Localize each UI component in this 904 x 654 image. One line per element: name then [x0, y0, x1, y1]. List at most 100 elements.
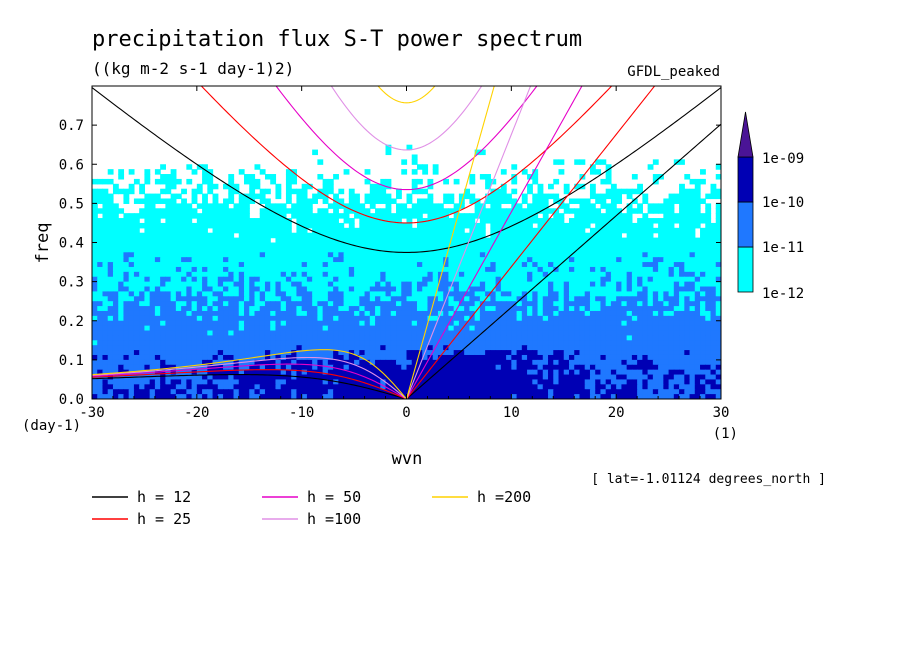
heatmap-cell: [254, 340, 261, 346]
heatmap-cell: [411, 320, 418, 327]
heatmap-cell: [443, 227, 450, 234]
heatmap-cell: [175, 232, 182, 239]
heatmap-cell: [92, 213, 98, 219]
heatmap-cell: [495, 252, 502, 258]
heatmap-cell: [506, 208, 512, 214]
heatmap-cell: [270, 369, 277, 376]
heatmap-cell: [275, 227, 282, 234]
heatmap-cell: [626, 218, 633, 224]
heatmap-cell: [443, 330, 450, 337]
heatmap-cell: [327, 203, 334, 209]
heatmap-cell: [595, 227, 602, 234]
heatmap-cell: [139, 335, 146, 341]
heatmap-cell: [631, 227, 638, 234]
heatmap-cell: [369, 227, 376, 234]
heatmap-cell: [479, 252, 486, 258]
heatmap-cell: [97, 394, 104, 399]
heatmap-cell: [437, 379, 444, 385]
heatmap-cell: [312, 276, 318, 283]
heatmap-cell: [710, 232, 717, 239]
heatmap-cell: [296, 296, 303, 302]
heatmap-cell: [579, 222, 586, 229]
heatmap-cell: [264, 271, 271, 278]
heatmap-cell: [207, 330, 214, 337]
heatmap-cell: [631, 286, 638, 293]
heatmap-cell: [385, 286, 392, 293]
heatmap-cell: [516, 222, 523, 229]
heatmap-cell: [464, 335, 470, 341]
heatmap-cell: [249, 237, 256, 244]
heatmap-cell: [542, 257, 549, 263]
heatmap-cell: [139, 208, 146, 214]
heatmap-cell: [568, 266, 575, 273]
heatmap-cell: [181, 188, 187, 195]
heatmap-cell: [642, 247, 649, 253]
heatmap-cell: [637, 315, 643, 322]
heatmap-cell: [684, 203, 691, 209]
heatmap-cell: [422, 315, 429, 322]
heatmap-cell: [663, 364, 670, 371]
heatmap-cell: [574, 374, 581, 381]
heatmap-cell: [506, 296, 512, 302]
heatmap-cell: [416, 286, 423, 293]
heatmap-cell: [432, 252, 439, 258]
heatmap-cell: [390, 335, 397, 341]
heatmap-cell: [170, 291, 177, 297]
heatmap-cell: [154, 286, 161, 293]
heatmap-cell: [474, 227, 481, 234]
heatmap-cell: [207, 296, 214, 302]
heatmap-cell: [202, 232, 208, 239]
heatmap-cell: [652, 247, 659, 253]
heatmap-cell: [196, 227, 203, 234]
heatmap-cell: [485, 193, 491, 200]
heatmap-cell: [369, 384, 376, 390]
heatmap-cell: [474, 354, 481, 361]
heatmap-cell: [233, 335, 240, 341]
heatmap-cell: [605, 281, 612, 288]
heatmap-cell: [600, 345, 607, 351]
heatmap-cell: [285, 227, 292, 234]
heatmap-cell: [542, 374, 549, 381]
heatmap-cell: [396, 330, 402, 337]
heatmap-cell: [626, 222, 633, 229]
heatmap-cell: [375, 188, 381, 195]
heatmap-cell: [254, 345, 261, 351]
heatmap-cell: [264, 247, 271, 253]
heatmap-cell: [527, 242, 533, 248]
heatmap-cell: [458, 359, 465, 366]
heatmap-cell: [228, 345, 235, 351]
heatmap-cell: [453, 242, 460, 248]
heatmap-cell: [458, 262, 465, 268]
heatmap-cell: [244, 198, 250, 204]
heatmap-cell: [527, 340, 533, 346]
heatmap-cell: [416, 252, 423, 258]
heatmap-cell: [537, 252, 544, 258]
heatmap-cell: [191, 345, 198, 351]
heatmap-cell: [658, 301, 664, 307]
heatmap-cell: [589, 320, 596, 327]
heatmap-cell: [715, 174, 721, 180]
heatmap-cell: [710, 325, 717, 332]
heatmap-cell: [631, 198, 638, 204]
heatmap-cell: [511, 242, 518, 248]
heatmap-cell: [553, 237, 560, 244]
heatmap-cell: [139, 315, 146, 322]
heatmap-cell: [212, 281, 219, 288]
heatmap-cell: [532, 301, 539, 307]
heatmap-cell: [652, 286, 659, 293]
heatmap-cell: [401, 296, 408, 302]
heatmap-cell: [333, 369, 339, 376]
heatmap-cell: [301, 232, 308, 239]
heatmap-cell: [710, 306, 717, 312]
heatmap-cell: [527, 252, 533, 258]
heatmap-cell: [338, 389, 345, 395]
heatmap-cell: [312, 330, 318, 337]
heatmap-cell: [317, 315, 324, 322]
heatmap-cell: [574, 340, 581, 346]
heatmap-cell: [322, 218, 329, 224]
heatmap-cell: [453, 237, 460, 244]
heatmap-cell: [196, 310, 203, 317]
heatmap-cell: [490, 252, 497, 258]
heatmap-cell: [165, 291, 172, 297]
heatmap-cell: [191, 237, 198, 244]
